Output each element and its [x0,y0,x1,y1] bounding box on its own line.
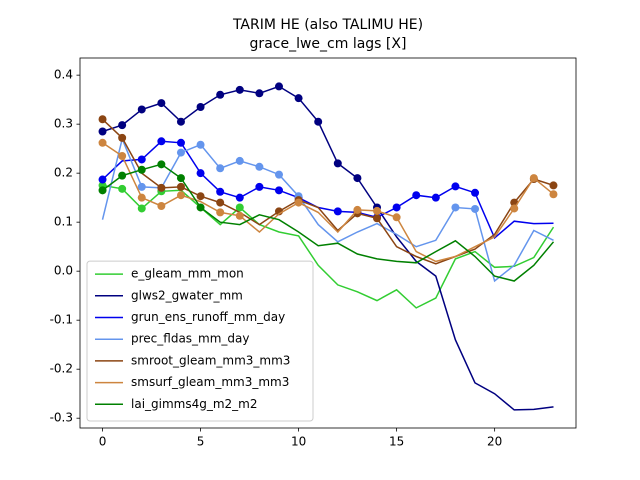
marker [176,182,185,191]
marker [235,156,244,165]
legend-label: smsurf_gleam_mm3_mm3 [131,375,289,389]
marker [118,121,127,130]
marker [412,191,421,200]
marker [176,138,185,147]
marker [98,186,107,195]
marker [274,82,283,91]
marker [451,203,460,212]
marker [549,181,558,190]
marker [333,207,342,216]
marker [549,190,558,199]
marker [216,198,225,207]
legend-label: grun_ens_runoff_mm_day [131,310,285,324]
marker [235,203,244,212]
marker [216,187,225,196]
marker [274,170,283,179]
y-tick-label: -0.1 [50,313,73,327]
x-tick-label: 10 [291,435,306,449]
legend-label: smroot_gleam_mm3_mm3 [131,353,290,367]
marker [157,160,166,169]
marker [373,214,382,223]
marker [118,152,127,161]
marker [235,85,244,94]
marker [431,193,440,202]
marker [216,208,225,217]
marker [176,117,185,126]
marker [294,94,303,103]
marker [255,162,264,171]
marker [176,174,185,183]
marker [176,191,185,200]
y-tick-label: 0.1 [54,215,73,229]
chart-subtitle: grace_lwe_cm lags [X] [250,36,407,52]
marker [294,198,303,207]
legend-label: lai_gimms4g_m2_m2 [131,397,258,411]
marker [510,204,519,213]
series-line [101,136,554,283]
legend-label: glws2_gwater_mm [131,288,243,302]
marker [529,174,538,183]
marker [255,182,264,191]
x-tick-label: 0 [99,435,107,449]
marker [98,127,107,136]
chart-title: TARIM HE (also TALIMU HE) [232,17,423,33]
marker [98,175,107,184]
marker [216,164,225,173]
marker [137,155,146,164]
marker [471,204,480,213]
x-tick-label: 20 [487,435,502,449]
marker [118,171,127,180]
marker [392,203,401,212]
series-line [102,85,554,411]
marker [118,133,127,142]
marker [137,204,146,213]
y-tick-label: 0.2 [54,166,73,180]
marker [274,186,283,195]
marker [353,174,362,183]
marker [98,115,107,124]
marker [196,140,205,149]
y-tick-label: 0.3 [54,117,73,131]
marker [157,202,166,210]
marker [235,193,244,202]
y-tick-label: -0.2 [50,362,73,376]
marker [451,182,460,191]
x-tick-label: 5 [197,435,205,449]
marker [216,90,225,99]
marker [196,203,205,212]
marker [471,188,480,197]
marker [137,105,146,114]
plot-frame [79,57,577,429]
marker [137,165,146,174]
marker [196,103,205,112]
marker [373,206,382,215]
marker [353,205,362,214]
marker [196,169,205,178]
legend-label: e_gleam_mm_mon [131,267,244,281]
marker [98,138,107,147]
marker [255,89,264,98]
y-tick-label: 0.0 [54,264,73,278]
legend-box [86,260,314,422]
legend-label: prec_fldas_mm_day [131,332,250,346]
marker [196,192,205,201]
x-tick-label: 15 [389,435,404,449]
marker [118,184,127,193]
marker [137,182,146,191]
marker [333,159,342,168]
marker [137,193,146,202]
marker [157,183,166,192]
marker [157,137,166,146]
marker [392,213,401,222]
marker [157,99,166,108]
marker [176,148,185,157]
marker [235,211,244,220]
series-line [102,184,555,309]
marker [314,117,323,126]
y-tick-label: -0.3 [50,411,73,425]
y-tick-label: 0.4 [54,68,73,82]
